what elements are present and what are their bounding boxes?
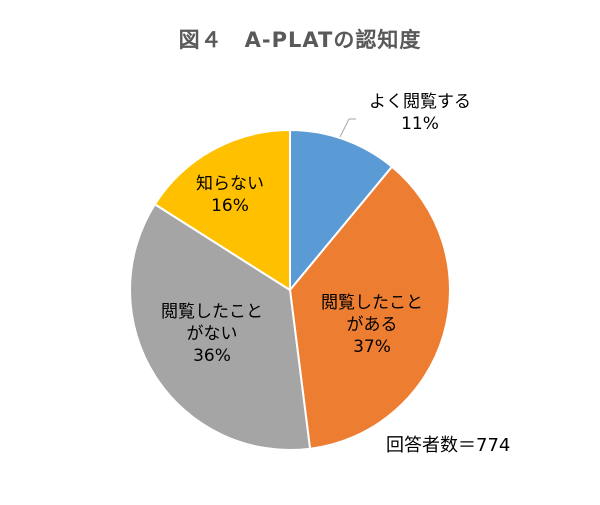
pie-slice-1 (289, 128, 394, 293)
slice-label-2: 閲覧したことがある 37% (321, 293, 423, 357)
pie-slice-4 (153, 128, 291, 292)
slice-percent-2: 37% (353, 337, 391, 357)
slice-name-line: よく閲覧する (369, 92, 471, 112)
pie-slices (129, 128, 451, 451)
slice-label-1: よく閲覧する 11% (369, 92, 471, 134)
slice-name-line: 閲覧したこと (161, 302, 263, 322)
slice-name-line: 閲覧したこと (321, 293, 423, 313)
respondent-count-note: 回答者数＝774 (386, 435, 511, 456)
slice-percent-3: 36% (193, 346, 231, 366)
slice-percent-4: 16% (211, 196, 249, 216)
slice-name-line: がある (347, 315, 398, 335)
slice-label-3: 閲覧したことがない 36% (161, 302, 263, 366)
leader-line-slice-1 (339, 118, 350, 138)
pie-slice-2 (288, 165, 451, 450)
slice-name-line: 知らない (196, 174, 264, 194)
slice-percent-1: 11% (401, 114, 439, 134)
slice-name-line: がない (187, 324, 238, 344)
slice-label-4: 知らない 16% (196, 174, 264, 216)
pie-slice-3 (129, 202, 312, 451)
chart-title: 図４ A-PLATの認知度 (178, 28, 422, 52)
pie-labels: よく閲覧する 11%閲覧したことがある 37%閲覧したことがない 36%知らない 16% (161, 92, 471, 366)
